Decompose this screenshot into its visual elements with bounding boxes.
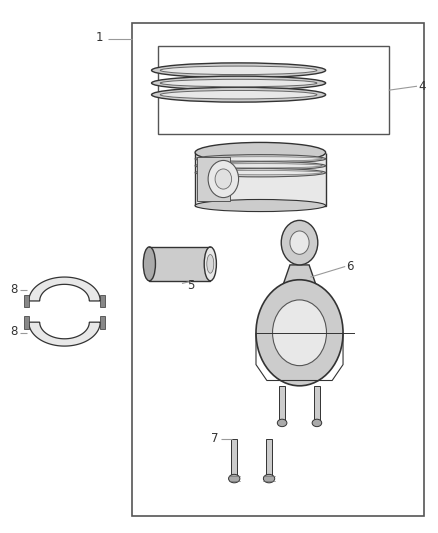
Bar <box>132 22 424 516</box>
Bar <box>100 316 106 328</box>
Ellipse shape <box>195 168 325 177</box>
Ellipse shape <box>263 474 275 483</box>
Bar <box>266 439 272 479</box>
Ellipse shape <box>195 142 325 163</box>
Ellipse shape <box>198 164 322 168</box>
Ellipse shape <box>152 76 325 90</box>
Ellipse shape <box>198 171 322 175</box>
Ellipse shape <box>152 87 325 102</box>
Ellipse shape <box>281 220 318 265</box>
Ellipse shape <box>143 247 155 281</box>
Text: 5: 5 <box>187 279 194 292</box>
Polygon shape <box>29 322 100 346</box>
Polygon shape <box>197 157 230 201</box>
Bar <box>149 247 210 281</box>
Ellipse shape <box>195 199 325 212</box>
Bar <box>279 386 285 423</box>
Ellipse shape <box>195 155 325 163</box>
Bar <box>100 295 106 308</box>
Ellipse shape <box>272 300 326 366</box>
Ellipse shape <box>256 280 343 386</box>
Text: 6: 6 <box>346 260 354 273</box>
Polygon shape <box>195 152 325 206</box>
Text: 8: 8 <box>11 283 18 296</box>
Polygon shape <box>283 265 316 285</box>
Ellipse shape <box>277 419 287 426</box>
Ellipse shape <box>160 91 317 99</box>
Ellipse shape <box>208 160 239 198</box>
Bar <box>314 386 320 423</box>
Text: 7: 7 <box>211 432 218 446</box>
Ellipse shape <box>207 255 214 273</box>
Ellipse shape <box>312 419 322 426</box>
Bar <box>24 316 29 328</box>
Text: 4: 4 <box>418 80 426 93</box>
Text: 8: 8 <box>11 325 18 338</box>
Ellipse shape <box>204 247 216 281</box>
Bar <box>24 295 29 308</box>
Ellipse shape <box>160 66 317 75</box>
Ellipse shape <box>215 169 232 189</box>
Ellipse shape <box>152 63 325 78</box>
Bar <box>231 439 237 479</box>
Ellipse shape <box>195 161 325 170</box>
Ellipse shape <box>198 157 322 161</box>
Ellipse shape <box>290 231 309 254</box>
Ellipse shape <box>229 474 240 483</box>
Bar <box>158 46 389 134</box>
Text: 1: 1 <box>96 31 104 44</box>
Ellipse shape <box>160 79 317 87</box>
Polygon shape <box>29 277 100 301</box>
